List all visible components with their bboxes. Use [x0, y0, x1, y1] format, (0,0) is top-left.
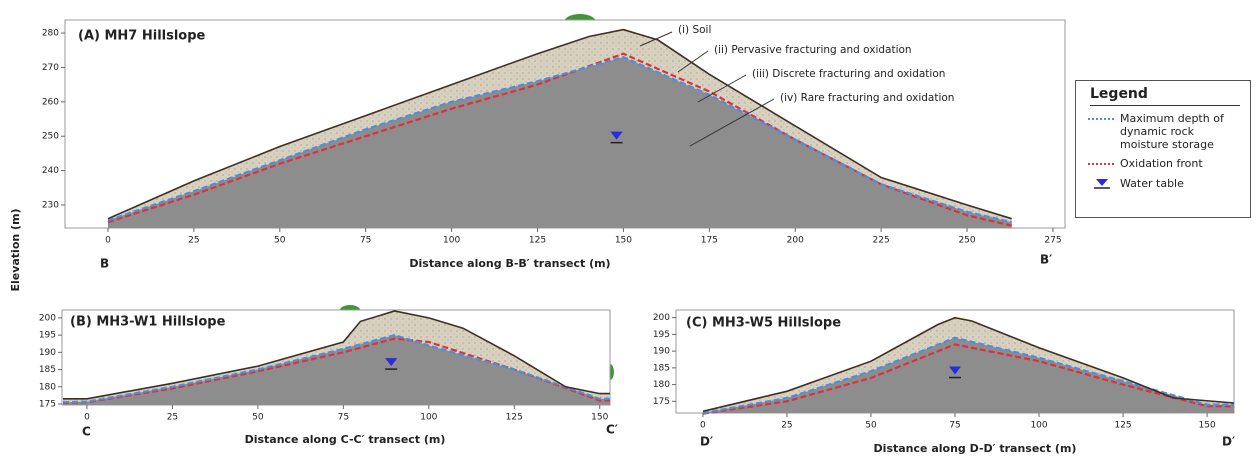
y-tick-label: 195 [653, 330, 670, 340]
x-tick-label: 100 [1030, 421, 1047, 431]
legend-marker [1088, 163, 1116, 165]
legend-marker [1088, 118, 1116, 120]
ground-surface [63, 310, 610, 400]
x-tick-label: 50 [252, 413, 264, 423]
x-tick-label: 25 [781, 421, 792, 431]
y-tick-label: 175 [653, 397, 670, 407]
annotation: (ii) Pervasive fracturing and oxidation [714, 44, 912, 56]
y-tick-label: 260 [42, 97, 59, 107]
y-tick-label: 185 [39, 365, 56, 375]
y-tick-label: 200 [39, 313, 56, 323]
legend: Legend Maximum depth of dynamic rock moi… [1075, 80, 1251, 218]
x-tick-label: 175 [701, 236, 718, 246]
x-tick-label: 0 [84, 413, 90, 423]
rock-layer [108, 57, 1012, 228]
annotation: (iii) Discrete fracturing and oxidation [752, 68, 945, 80]
x-tick-label: 250 [958, 236, 975, 246]
transect-end-label: B [100, 257, 109, 271]
y-tick-label: 190 [39, 348, 56, 358]
annotation: (iv) Rare fracturing and oxidation [780, 92, 954, 104]
x-tick-label: 225 [873, 236, 890, 246]
y-tick-label: 270 [42, 63, 59, 73]
x-tick-label: 125 [529, 236, 546, 246]
transect-end-label: D′ [700, 435, 713, 449]
boundary-line [702, 343, 1234, 415]
transect-end-label: C′ [606, 423, 618, 437]
x-axis-label: Distance along B-B′ transect (m) [409, 257, 610, 270]
legend-entry: Oxidation front [1084, 157, 1250, 171]
water-table-marker [949, 366, 961, 375]
x-tick-label: 100 [420, 413, 437, 423]
rock-layer [63, 335, 610, 405]
boundary-line [62, 333, 610, 404]
y-tick-label: 180 [653, 380, 670, 390]
water-table-marker [610, 131, 623, 140]
x-axis-label: Distance along C-C′ transect (m) [245, 433, 446, 446]
y-tick-label: 195 [39, 331, 56, 341]
water-table-marker [385, 358, 398, 367]
y-tick-label: 190 [653, 347, 670, 357]
x-tick-label: 25 [188, 236, 199, 246]
x-tick-label: 75 [360, 236, 371, 246]
annotation-leader [697, 74, 747, 103]
x-tick-label: 75 [949, 421, 960, 431]
x-tick-label: 150 [591, 413, 608, 423]
boundary-line [702, 336, 1234, 415]
legend-label: Water table [1120, 177, 1184, 190]
transect-end-label: D′ [1222, 435, 1235, 449]
chart-title: (A) MH7 Hillslope [78, 29, 206, 44]
legend-entry: Maximum depth of dynamic rock moisture s… [1084, 112, 1250, 151]
annotation-leader [677, 50, 709, 73]
x-tick-label: 0 [700, 421, 706, 431]
transect-end-label: B′ [1040, 253, 1052, 267]
x-tick-label: 150 [615, 236, 632, 246]
x-tick-label: 0 [105, 236, 111, 246]
y-tick-label: 250 [42, 132, 59, 142]
annotation: (i) Soil [678, 24, 711, 36]
y-tick-label: 230 [42, 200, 59, 210]
x-tick-label: 125 [506, 413, 523, 423]
annotation-leader [639, 31, 673, 47]
y-tick-label: 180 [39, 382, 56, 392]
y-tick-label: 240 [42, 166, 59, 176]
x-tick-label: 25 [167, 413, 178, 423]
x-tick-label: 200 [787, 236, 804, 246]
ground-surface [107, 28, 1012, 220]
legend-marker [1094, 179, 1110, 189]
x-tick-label: 275 [1044, 236, 1061, 246]
x-tick-label: 125 [1114, 421, 1131, 431]
transect-end-label: C [82, 425, 91, 439]
y-tick-label: 200 [653, 313, 670, 323]
chart-title: (B) MH3-W1 Hillslope [70, 315, 226, 330]
chart-title: (C) MH3-W5 Hillslope [686, 316, 841, 331]
x-tick-label: 50 [274, 236, 286, 246]
boundary-line [107, 55, 1012, 224]
legend-label: Oxidation front [1120, 157, 1203, 170]
ground-surface [702, 316, 1235, 413]
x-tick-label: 150 [1199, 421, 1216, 431]
legend-label: Maximum depth of dynamic rock moisture s… [1120, 112, 1224, 151]
y-tick-label: 185 [653, 363, 670, 373]
y-tick-label: 280 [42, 29, 59, 39]
y-tick-label: 175 [39, 399, 56, 409]
x-tick-label: 50 [865, 421, 877, 431]
y-axis-label: Elevation (m) [9, 208, 22, 291]
annotation-leader [689, 98, 775, 147]
x-tick-label: 100 [443, 236, 460, 246]
x-axis-label: Distance along D-D′ transect (m) [874, 442, 1077, 455]
rock-layer [702, 337, 1234, 413]
x-tick-label: 75 [338, 413, 349, 423]
legend-title: Legend [1090, 86, 1240, 106]
legend-entry: Water table [1084, 177, 1250, 191]
